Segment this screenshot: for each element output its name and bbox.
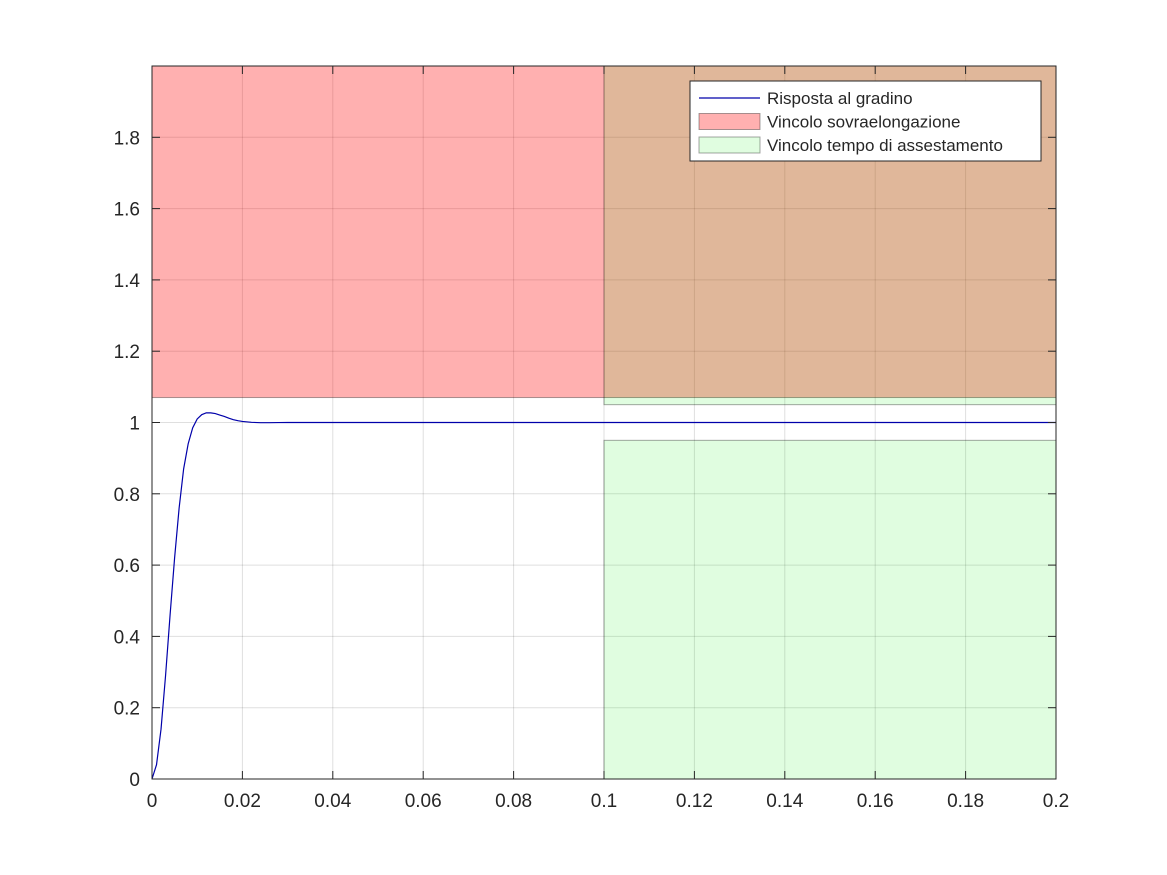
y-tick-label: 1.2 (114, 342, 140, 363)
y-tick-label: 1 (129, 414, 140, 435)
x-tick-label: 0.12 (676, 791, 713, 812)
series-lines (151, 412, 1056, 780)
step-response-line (151, 412, 1056, 780)
x-tick-label: 0 (147, 791, 158, 812)
x-tick-label: 0.16 (857, 791, 894, 812)
legend-swatch-region (698, 136, 761, 154)
legend-label: Risposta al gradino (767, 89, 913, 108)
y-tick-label: 0 (129, 770, 140, 791)
x-tick-label: 0.06 (405, 791, 442, 812)
legend-swatch-region (698, 113, 761, 130)
y-tick-label: 0.4 (114, 627, 141, 648)
y-tick-label: 0.6 (114, 556, 140, 577)
legend: Risposta al gradino Vincolo sovraelongazi… (689, 80, 1042, 162)
axes (151, 65, 1057, 780)
x-tick-label: 0.18 (947, 791, 984, 812)
y-tick-label: 0.2 (114, 699, 140, 720)
y-tick-label: 1.8 (114, 128, 140, 149)
legend-box (689, 80, 1042, 162)
legend-label: Vincolo sovraelongazione (767, 113, 960, 132)
x-tick-label: 0.04 (314, 791, 351, 812)
x-tick-label: 0.1 (591, 791, 617, 812)
region-settling-0 (603, 439, 1057, 780)
y-tick-label: 0.8 (114, 485, 140, 506)
y-tick-label: 1.6 (114, 200, 140, 221)
y-tick-label: 1.4 (114, 271, 141, 292)
x-tick-label: 0.02 (224, 791, 261, 812)
tick-labels: 0 0.02 0.04 0.06 0.08 0.1 0.12 0.14 0.16 0.18 0.2 0… (114, 128, 1070, 812)
x-tick-label: 0.2 (1043, 791, 1069, 812)
x-tick-label: 0.14 (766, 791, 803, 812)
legend-label: Vincolo tempo di assestamento (767, 136, 1003, 155)
x-tick-label: 0.08 (495, 791, 532, 812)
